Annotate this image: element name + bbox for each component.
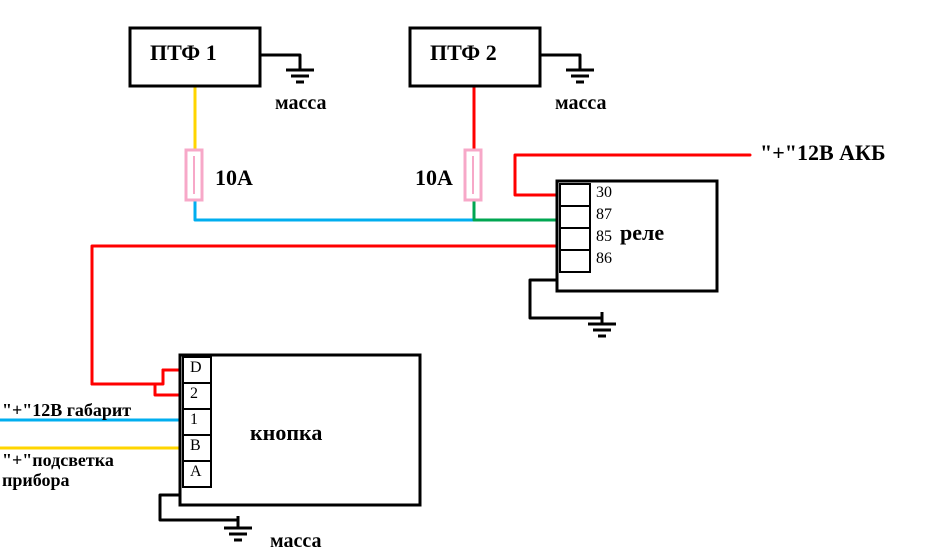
button-pin-D: D [190,359,202,377]
relay-pin-86: 86 [596,250,612,268]
button-label: кнопка [250,420,322,446]
ptf1-mass-label: масса [275,92,326,115]
button-pin-1: 1 [190,411,198,429]
button-pin-2: 2 [190,385,198,403]
podsvetka-label-1: "+"подсветка [2,450,114,471]
relay-pin-85: 85 [596,228,612,246]
relay-pin-30: 30 [596,184,612,202]
ptf2-label: ПТФ 2 [430,40,497,66]
fuse2-label: 10А [415,165,453,191]
ptf2-mass-label: масса [555,92,606,115]
button-mass-label: масса [270,530,321,553]
relay-pin-87: 87 [596,206,612,224]
akb-label: "+"12В АКБ [760,140,886,166]
button-pin-B: B [190,437,201,455]
button-pin-A: A [190,463,202,481]
ptf1-label: ПТФ 1 [150,40,217,66]
gabarit-label: "+"12В габарит [2,400,131,421]
wiring-diagram [0,0,943,559]
fuse1-label: 10А [215,165,253,191]
podsvetka-label-2: прибора [2,470,70,491]
relay-label: реле [620,220,664,246]
